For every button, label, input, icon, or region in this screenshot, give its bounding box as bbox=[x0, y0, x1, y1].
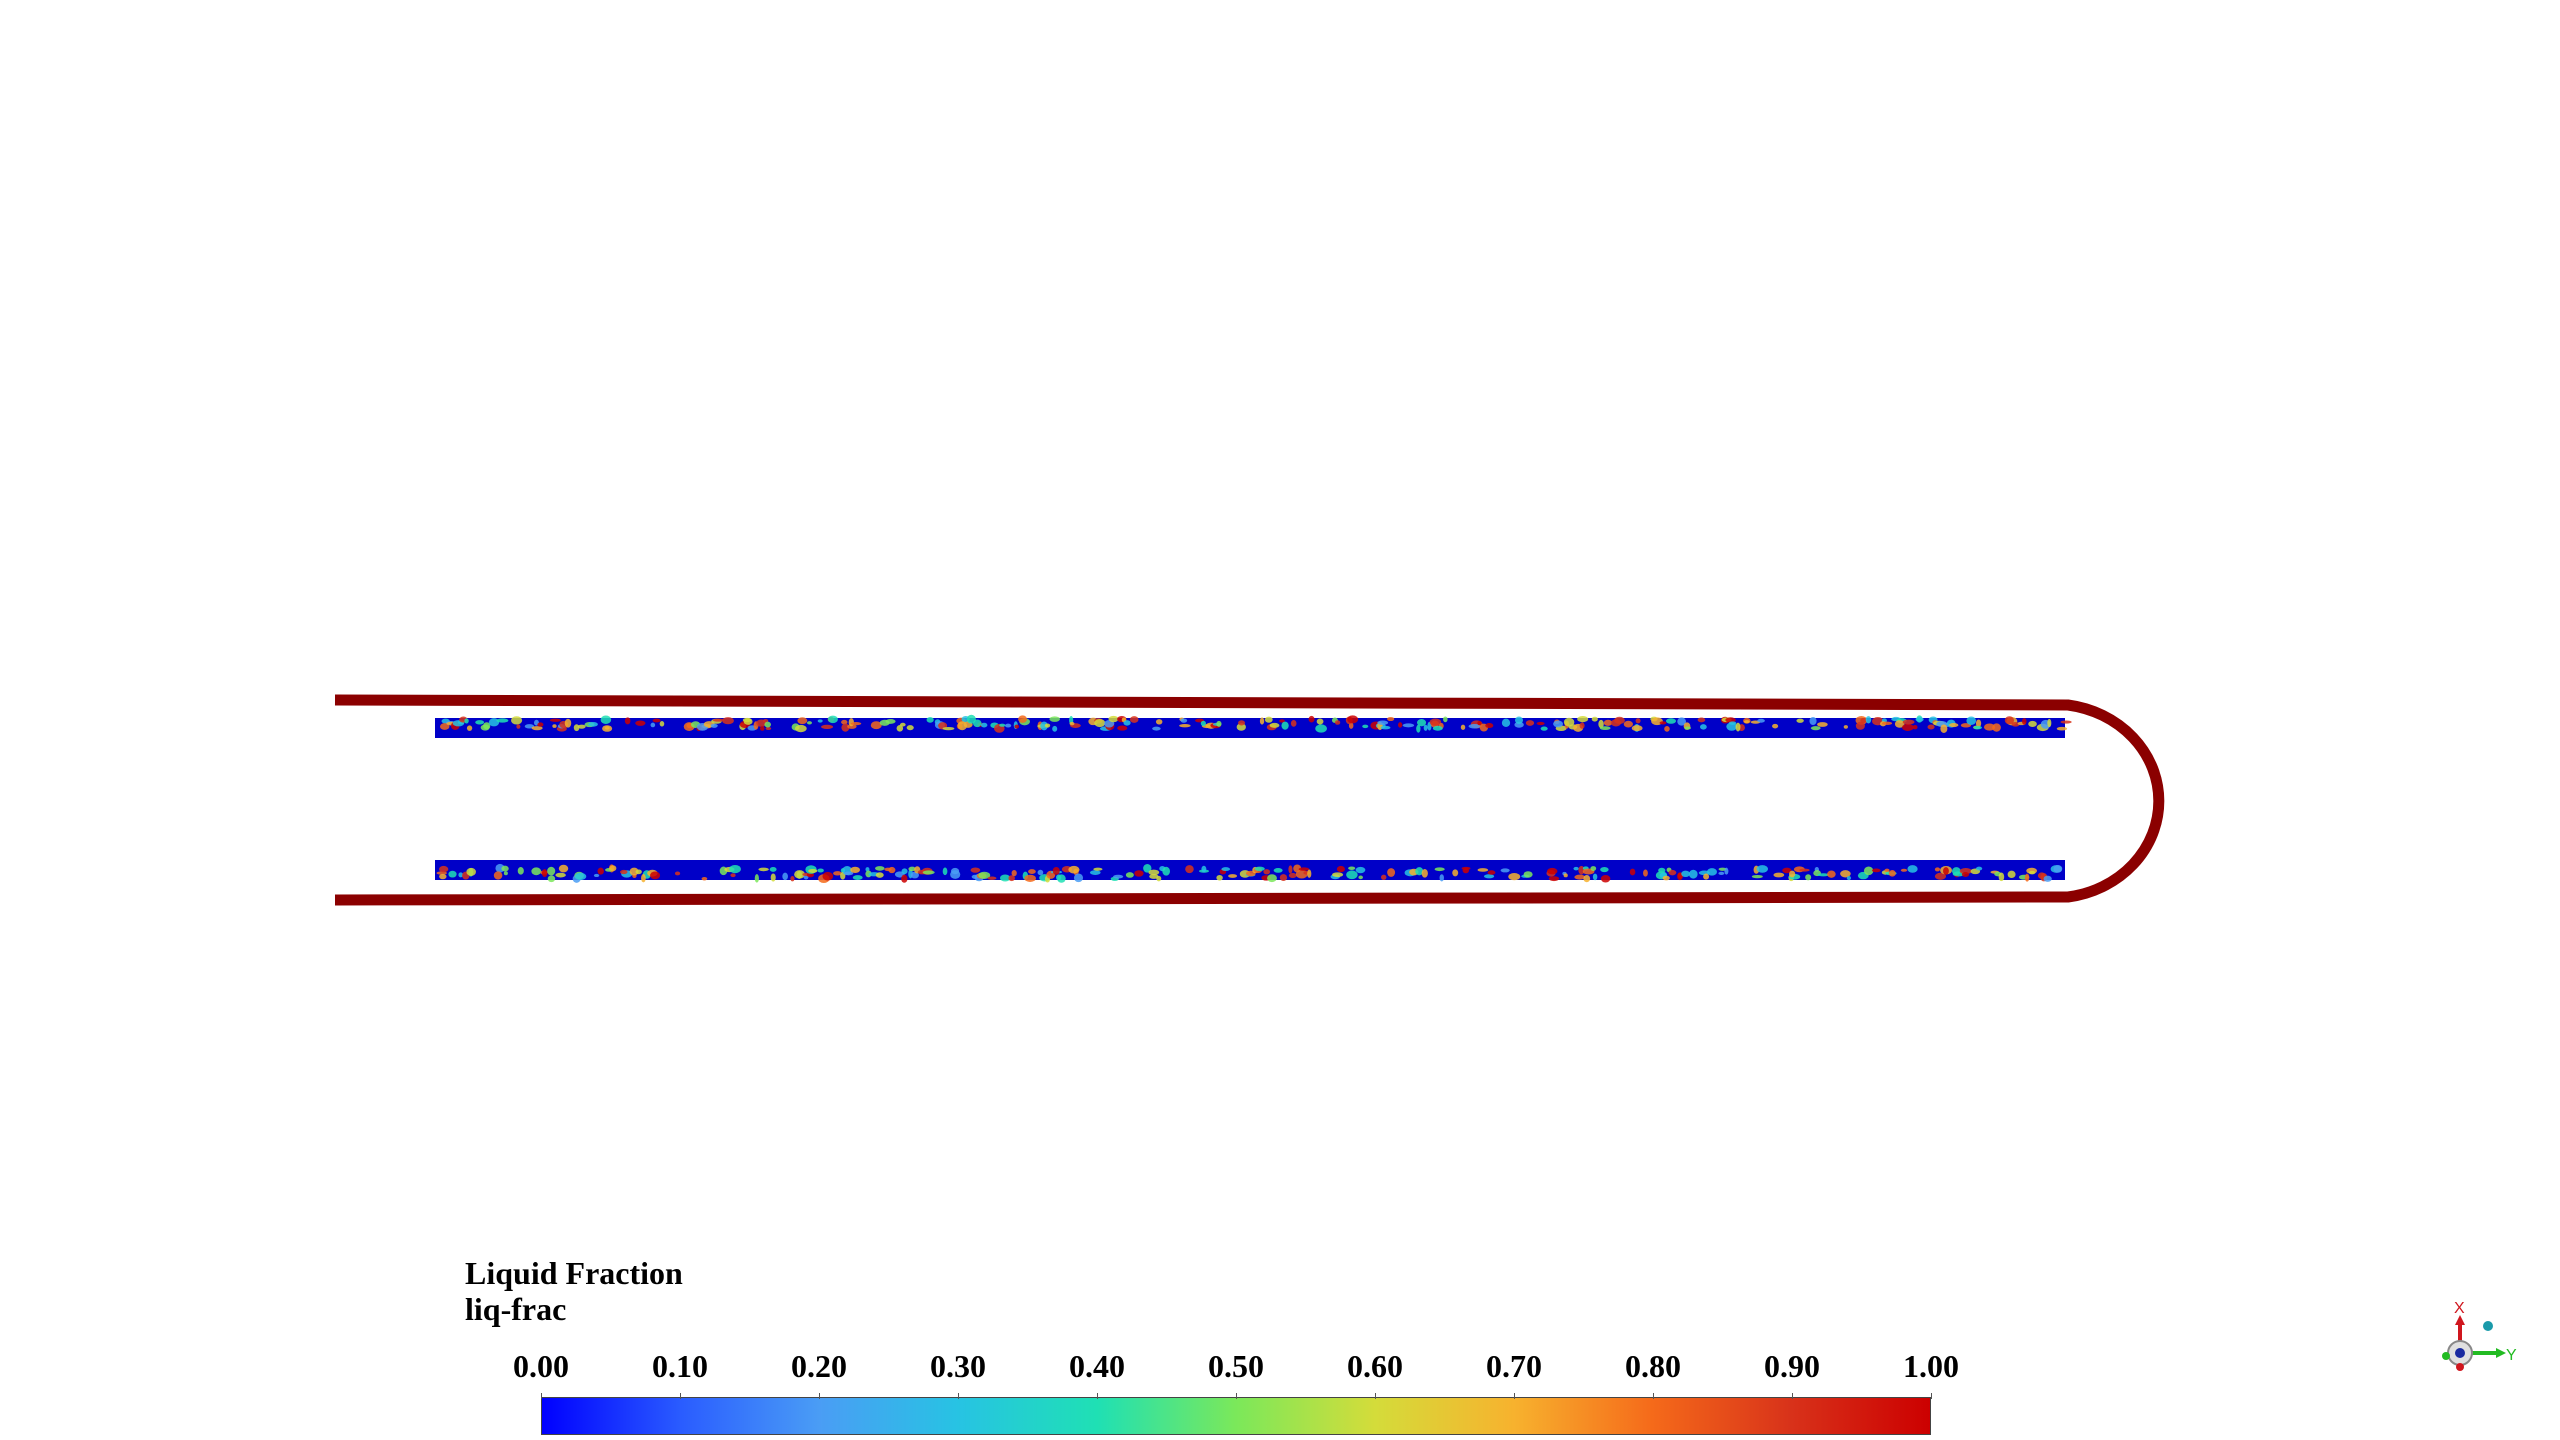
axis-y-label: Y bbox=[2506, 1347, 2517, 1364]
colorbar-tick-mark bbox=[1097, 1393, 1098, 1399]
colorbar-tick-label: 0.90 bbox=[1764, 1348, 1820, 1384]
colorbar-tick-mark bbox=[1375, 1393, 1376, 1399]
colorbar-tick-label: 0.80 bbox=[1625, 1348, 1681, 1384]
colorbar-tick-mark bbox=[958, 1393, 959, 1399]
colorbar-tick-label: 0.50 bbox=[1208, 1348, 1264, 1384]
colorbar-tick-label: 0.40 bbox=[1069, 1348, 1125, 1384]
colorbar-tick-mark bbox=[1653, 1393, 1654, 1399]
colorbar-tick-label: 0.20 bbox=[791, 1348, 847, 1384]
colorbar-tick-mark bbox=[1931, 1393, 1932, 1399]
colorbar-tick-mark bbox=[819, 1393, 820, 1399]
colorbar-tick-mark bbox=[1514, 1393, 1515, 1399]
pipe-wall bbox=[334, 694, 2165, 906]
colorbar-tick-mark bbox=[1792, 1393, 1793, 1399]
colorbar-tick-label: 0.00 bbox=[513, 1348, 569, 1384]
lower-field bbox=[435, 860, 2065, 883]
legend-title: Liquid Fraction bbox=[465, 1255, 683, 1291]
colorbar-tick-label: 0.70 bbox=[1486, 1348, 1542, 1384]
colorbar-tick-mark bbox=[541, 1393, 542, 1399]
axes-triad[interactable]: X Y bbox=[2442, 1300, 2517, 1371]
colorbar-tick-mark bbox=[1236, 1393, 1237, 1399]
colorbar-tick-mark bbox=[680, 1393, 681, 1399]
colorbar[interactable] bbox=[541, 1397, 1931, 1435]
colorbar-tick-label: 0.10 bbox=[652, 1348, 708, 1384]
axis-x-label: X bbox=[2454, 1300, 2465, 1317]
colorbar-tick-label: 0.30 bbox=[930, 1348, 986, 1384]
colorbar-tick-label: 0.60 bbox=[1347, 1348, 1403, 1384]
upper-field bbox=[435, 714, 2072, 738]
colorbar-tick-label: 1.00 bbox=[1903, 1348, 1959, 1384]
legend-subtitle: liq-frac bbox=[465, 1291, 567, 1327]
